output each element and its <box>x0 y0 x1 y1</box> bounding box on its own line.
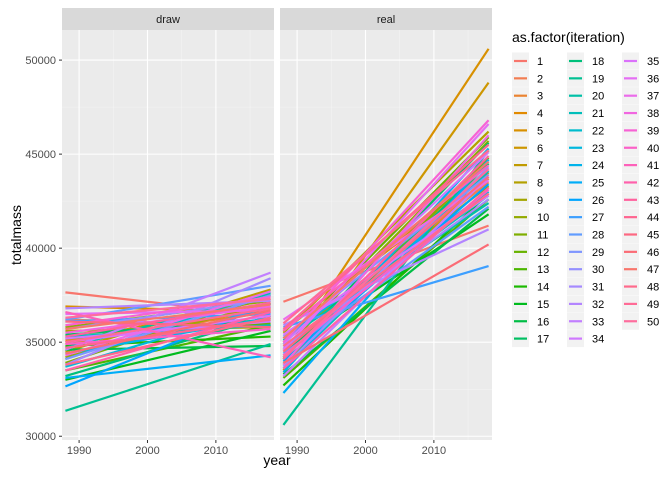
legend-label-32: 32 <box>592 299 604 311</box>
y-axis-ticks: 30000 35000 40000 45000 50000 <box>25 55 62 443</box>
legend-label-27: 27 <box>592 212 604 224</box>
legend-label-45: 45 <box>647 230 659 242</box>
series-line-draw-48 <box>65 316 271 366</box>
x-tick-label: 1990 <box>67 445 91 457</box>
legend-label-22: 22 <box>592 125 604 137</box>
legend-label-26: 26 <box>592 195 604 207</box>
facet-strip-real <box>280 8 492 30</box>
series-line-real-24 <box>282 147 490 374</box>
legend-label-4: 4 <box>537 108 543 120</box>
series-line-draw-46 <box>65 309 271 355</box>
series-line-real-5 <box>282 48 490 360</box>
series-line-real-39 <box>282 119 490 343</box>
facet-label-draw: draw <box>156 14 180 26</box>
legend-label-6: 6 <box>537 143 543 155</box>
series-line-draw-29 <box>65 294 271 361</box>
legend-label-33: 33 <box>592 316 604 328</box>
y-tick-label: 35000 <box>25 337 56 349</box>
legend-label-30: 30 <box>592 264 604 276</box>
legend-label-11: 11 <box>537 230 548 242</box>
series-line-draw-19 <box>65 343 271 412</box>
y-tick-label: 30000 <box>25 431 56 443</box>
legend-label-43: 43 <box>647 195 659 207</box>
x-tick-label: 2000 <box>135 445 159 457</box>
legend-label-37: 37 <box>647 91 659 103</box>
legend-label-15: 15 <box>537 299 549 311</box>
legend-label-8: 8 <box>537 177 543 189</box>
series-line-real-50 <box>282 168 490 359</box>
series-line-real-27 <box>283 264 489 329</box>
legend-title: as.factor(iteration) <box>512 29 625 45</box>
legend-label-39: 39 <box>647 125 659 137</box>
legend-label-41: 41 <box>647 160 659 172</box>
series-line-draw-50 <box>65 297 271 319</box>
legend-label-40: 40 <box>647 143 659 155</box>
series-line-draw-40 <box>65 327 271 346</box>
legend-label-24: 24 <box>592 160 604 172</box>
legend-label-49: 49 <box>647 299 659 311</box>
legend-label-19: 19 <box>592 73 604 85</box>
series-line-real-49 <box>282 149 490 325</box>
legend-label-50: 50 <box>647 316 659 328</box>
x-tick-label: 2000 <box>353 445 377 457</box>
legend-label-34: 34 <box>592 334 604 346</box>
x-tick-label: 2010 <box>422 445 446 457</box>
legend-label-28: 28 <box>592 230 604 242</box>
legend-label-9: 9 <box>537 195 543 207</box>
legend-label-36: 36 <box>647 73 659 85</box>
legend-label-16: 16 <box>537 316 549 328</box>
series-line-real-41 <box>282 164 490 332</box>
legend-label-48: 48 <box>647 282 659 294</box>
legend-label-10: 10 <box>537 212 549 224</box>
series-line-real-48 <box>282 192 490 347</box>
legend-label-23: 23 <box>592 143 604 155</box>
y-tick-label: 45000 <box>25 149 56 161</box>
legend-label-47: 47 <box>647 264 659 276</box>
legend-label-20: 20 <box>592 91 604 103</box>
series-line-real-19 <box>282 149 490 426</box>
series-line-draw-44 <box>65 318 271 349</box>
legend-label-31: 31 <box>592 282 604 294</box>
series-line-draw-25 <box>65 354 271 380</box>
y-axis-title: totalmass <box>8 205 24 265</box>
legend-label-5: 5 <box>537 125 543 137</box>
facet-label-real: real <box>377 14 395 26</box>
legend-label-44: 44 <box>647 212 659 224</box>
legend: 1234567891011121314151617181920212223242… <box>512 52 659 348</box>
legend-label-14: 14 <box>537 282 549 294</box>
series-line-draw-31 <box>64 277 272 366</box>
facet-strip-draw <box>62 8 274 30</box>
series-line-draw-47 <box>65 303 271 331</box>
legend-label-1: 1 <box>537 56 543 68</box>
series-line-draw-49 <box>65 307 271 344</box>
y-tick-label: 50000 <box>25 55 56 67</box>
legend-label-3: 3 <box>537 91 543 103</box>
legend-label-2: 2 <box>537 73 543 85</box>
series-line-real-46 <box>282 243 490 364</box>
series-line-draw-35 <box>65 314 271 344</box>
x-axis-ticks: 1990 2000 2010 1990 2000 2010 <box>67 440 446 457</box>
legend-label-25: 25 <box>592 177 604 189</box>
legend-label-46: 46 <box>647 247 659 259</box>
legend-label-21: 21 <box>592 108 604 120</box>
series-line-real-16 <box>282 207 490 376</box>
legend-label-18: 18 <box>592 56 604 68</box>
legend-label-42: 42 <box>647 177 659 189</box>
legend-label-35: 35 <box>647 56 659 68</box>
legend-label-12: 12 <box>537 247 549 259</box>
x-axis-title: year <box>263 452 291 468</box>
series-lines <box>64 48 490 426</box>
series-line-real-47 <box>282 160 490 340</box>
legend-label-17: 17 <box>537 334 549 346</box>
legend-label-13: 13 <box>537 264 549 276</box>
x-tick-label: 1990 <box>285 445 309 457</box>
x-tick-label: 2010 <box>204 445 228 457</box>
y-tick-label: 40000 <box>25 243 56 255</box>
legend-label-29: 29 <box>592 247 604 259</box>
legend-label-7: 7 <box>537 160 543 172</box>
legend-label-38: 38 <box>647 108 659 120</box>
